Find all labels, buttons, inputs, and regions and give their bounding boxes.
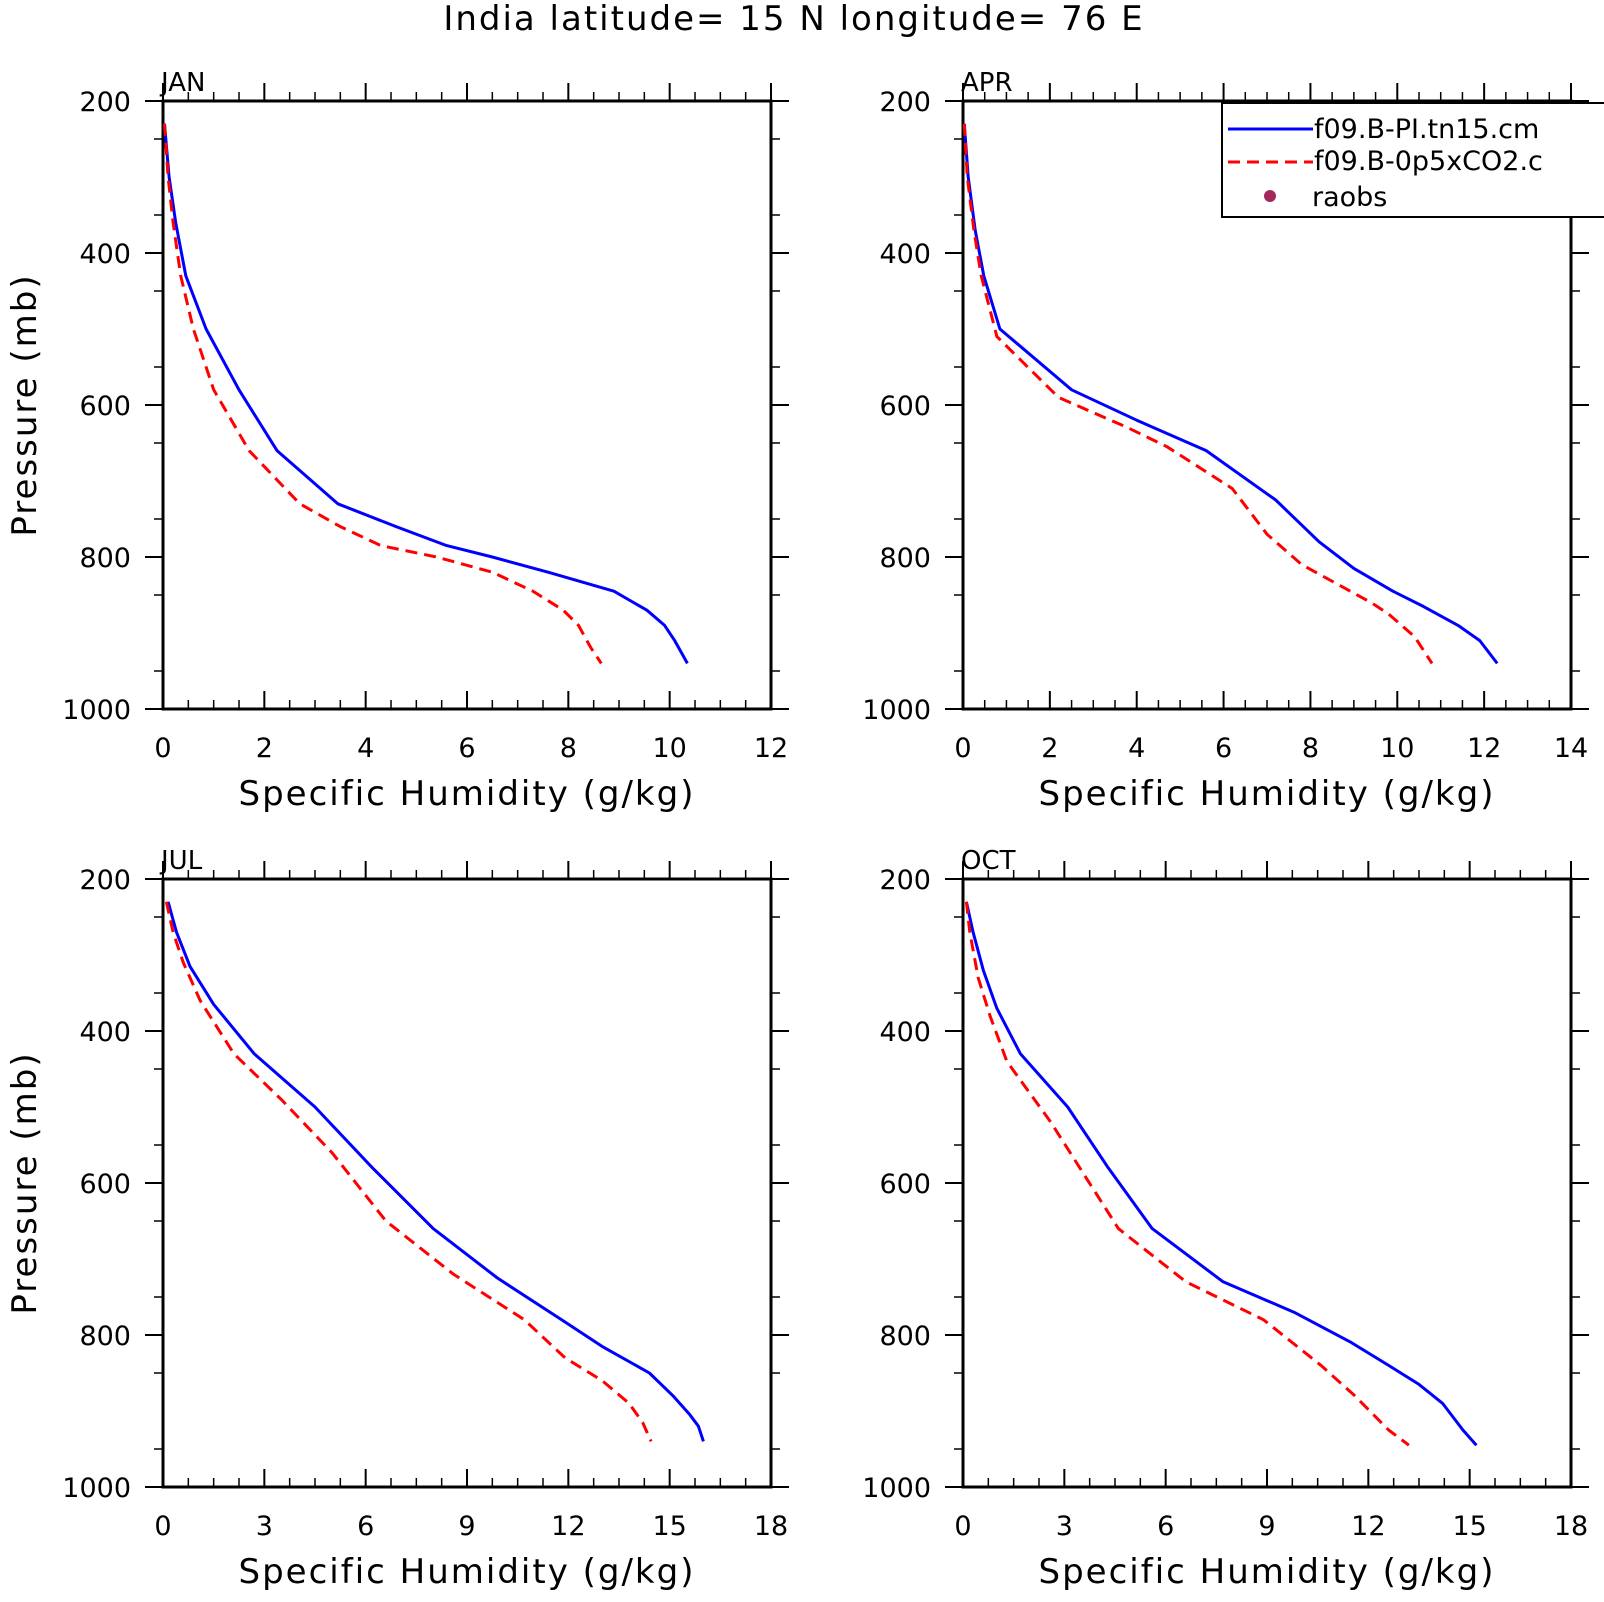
chart-apr-ytick-label: 600 — [879, 391, 931, 422]
chart-oct-series-co2-line — [964, 901, 1410, 1447]
chart-jul-ytick-label: 1000 — [62, 1473, 131, 1504]
legend-box — [1221, 102, 1604, 218]
chart-oct-xtick-label: 12 — [1351, 1511, 1385, 1542]
chart-jan-plot-frame — [161, 99, 773, 711]
chart-oct-xtick-label: 0 — [954, 1511, 971, 1542]
chart-apr-title: APR — [961, 68, 1013, 98]
chart-oct-ytick-label: 800 — [879, 1321, 931, 1352]
chart-apr-xtick-label: 8 — [1302, 733, 1319, 764]
chart-jan-xtick-label: 8 — [560, 733, 577, 764]
chart-apr-ytick-label: 200 — [879, 87, 931, 118]
chart-jan-xtick-label: 4 — [357, 733, 374, 764]
legend-marker-raobs — [1264, 190, 1276, 202]
chart-oct-xtick-label: 15 — [1452, 1511, 1486, 1542]
chart-jan: JAN 0 2 4 6 8 10 12 200 400 600 800 1000 Specific Hum… — [5, 68, 789, 814]
chart-jul-xtick-label: 6 — [357, 1511, 374, 1542]
chart-apr-ytick-label: 800 — [879, 543, 931, 574]
chart-apr-xtick-label: 12 — [1467, 733, 1501, 764]
chart-jul-title: JUL — [159, 846, 203, 876]
chart-oct-xlabel: Specific Humidity (g/kg) — [1039, 1552, 1496, 1592]
chart-jul-series-pi-line — [166, 901, 705, 1442]
chart-oct-ytick-label: 200 — [879, 865, 931, 896]
chart-apr-xtick-label: 4 — [1128, 733, 1145, 764]
chart-apr-series-pi-line — [962, 123, 1499, 665]
chart-oct-ytick-label: 1000 — [862, 1473, 931, 1504]
chart-jul-xtick-label: 0 — [154, 1511, 171, 1542]
chart-oct-xtick-label: 9 — [1258, 1511, 1275, 1542]
legend-label-2: f09.B-0p5xCO2.c — [1314, 146, 1543, 177]
chart-jan-xtick-label: 0 — [154, 733, 171, 764]
chart-oct-plot-frame — [961, 877, 1573, 1489]
chart-oct-xtick-label: 18 — [1554, 1511, 1588, 1542]
chart-jan-xtick-label: 6 — [458, 733, 475, 764]
chart-oct-ytick-label: 400 — [879, 1017, 931, 1048]
legend-label-3: raobs — [1312, 182, 1387, 213]
chart-jul-ytick-label: 600 — [79, 1169, 131, 1200]
figure-title: India latitude= 15 N longitude= 76 E — [443, 0, 1144, 39]
chart-jul-xtick-label: 9 — [458, 1511, 475, 1542]
chart-jul-ylabel: Pressure (mb) — [5, 1051, 45, 1314]
chart-jan-xlabel: Specific Humidity (g/kg) — [239, 774, 696, 814]
chart-apr: APR 0 2 4 6 8 10 12 14 200 400 600 800 1000 Specific H… — [862, 68, 1589, 814]
chart-jul-ytick-label: 200 — [79, 865, 131, 896]
chart-jan-series-pi-line — [163, 123, 689, 665]
chart-apr-xtick-label: 14 — [1554, 733, 1588, 764]
chart-jul-series-co2-line — [164, 901, 653, 1443]
chart-jan-xtick-label: 2 — [256, 733, 273, 764]
chart-jan-xtick-label: 10 — [652, 733, 686, 764]
chart-jan-ytick-label: 400 — [79, 239, 131, 270]
chart-jul-plot-frame — [161, 877, 773, 1489]
chart-oct-xtick-label: 6 — [1157, 1511, 1174, 1542]
chart-apr-ytick-label: 1000 — [862, 695, 931, 726]
chart-apr-xtick-label: 10 — [1380, 733, 1414, 764]
chart-apr-xtick-label: 6 — [1215, 733, 1232, 764]
legend: f09.B-PI.tn15.cm f09.B-0p5xCO2.c raobs — [1221, 102, 1604, 218]
chart-oct-ytick-label: 600 — [879, 1169, 931, 1200]
chart-jan-title: JAN — [159, 68, 205, 98]
legend-label-1: f09.B-PI.tn15.cm — [1314, 114, 1539, 145]
chart-jul: JUL 0 3 6 9 12 15 18 200 400 600 800 1000 Specific Hu… — [5, 846, 789, 1592]
chart-jul-xtick-label: 15 — [652, 1511, 686, 1542]
chart-apr-ytick-label: 400 — [879, 239, 931, 270]
chart-apr-xlabel: Specific Humidity (g/kg) — [1039, 774, 1496, 814]
chart-jul-xlabel: Specific Humidity (g/kg) — [239, 1552, 696, 1592]
chart-oct-xtick-label: 3 — [1056, 1511, 1073, 1542]
chart-apr-xtick-label: 2 — [1041, 733, 1058, 764]
chart-jan-ylabel: Pressure (mb) — [5, 273, 45, 536]
chart-apr-series-co2-line — [962, 123, 1434, 665]
chart-jul-xtick-label: 18 — [754, 1511, 788, 1542]
chart-jan-series-co2-line — [163, 123, 603, 665]
chart-jan-ytick-label: 1000 — [62, 695, 131, 726]
chart-jul-ytick-label: 400 — [79, 1017, 131, 1048]
chart-jul-xtick-label: 12 — [551, 1511, 585, 1542]
chart-jan-ytick-label: 800 — [79, 543, 131, 574]
chart-jan-xtick-label: 12 — [754, 733, 788, 764]
chart-oct-series-pi-line — [964, 901, 1478, 1447]
chart-jan-ytick-label: 200 — [79, 87, 131, 118]
chart-apr-xtick-label: 0 — [954, 733, 971, 764]
chart-jul-xtick-label: 3 — [256, 1511, 273, 1542]
chart-jul-ytick-label: 800 — [79, 1321, 131, 1352]
chart-jan-ytick-label: 600 — [79, 391, 131, 422]
